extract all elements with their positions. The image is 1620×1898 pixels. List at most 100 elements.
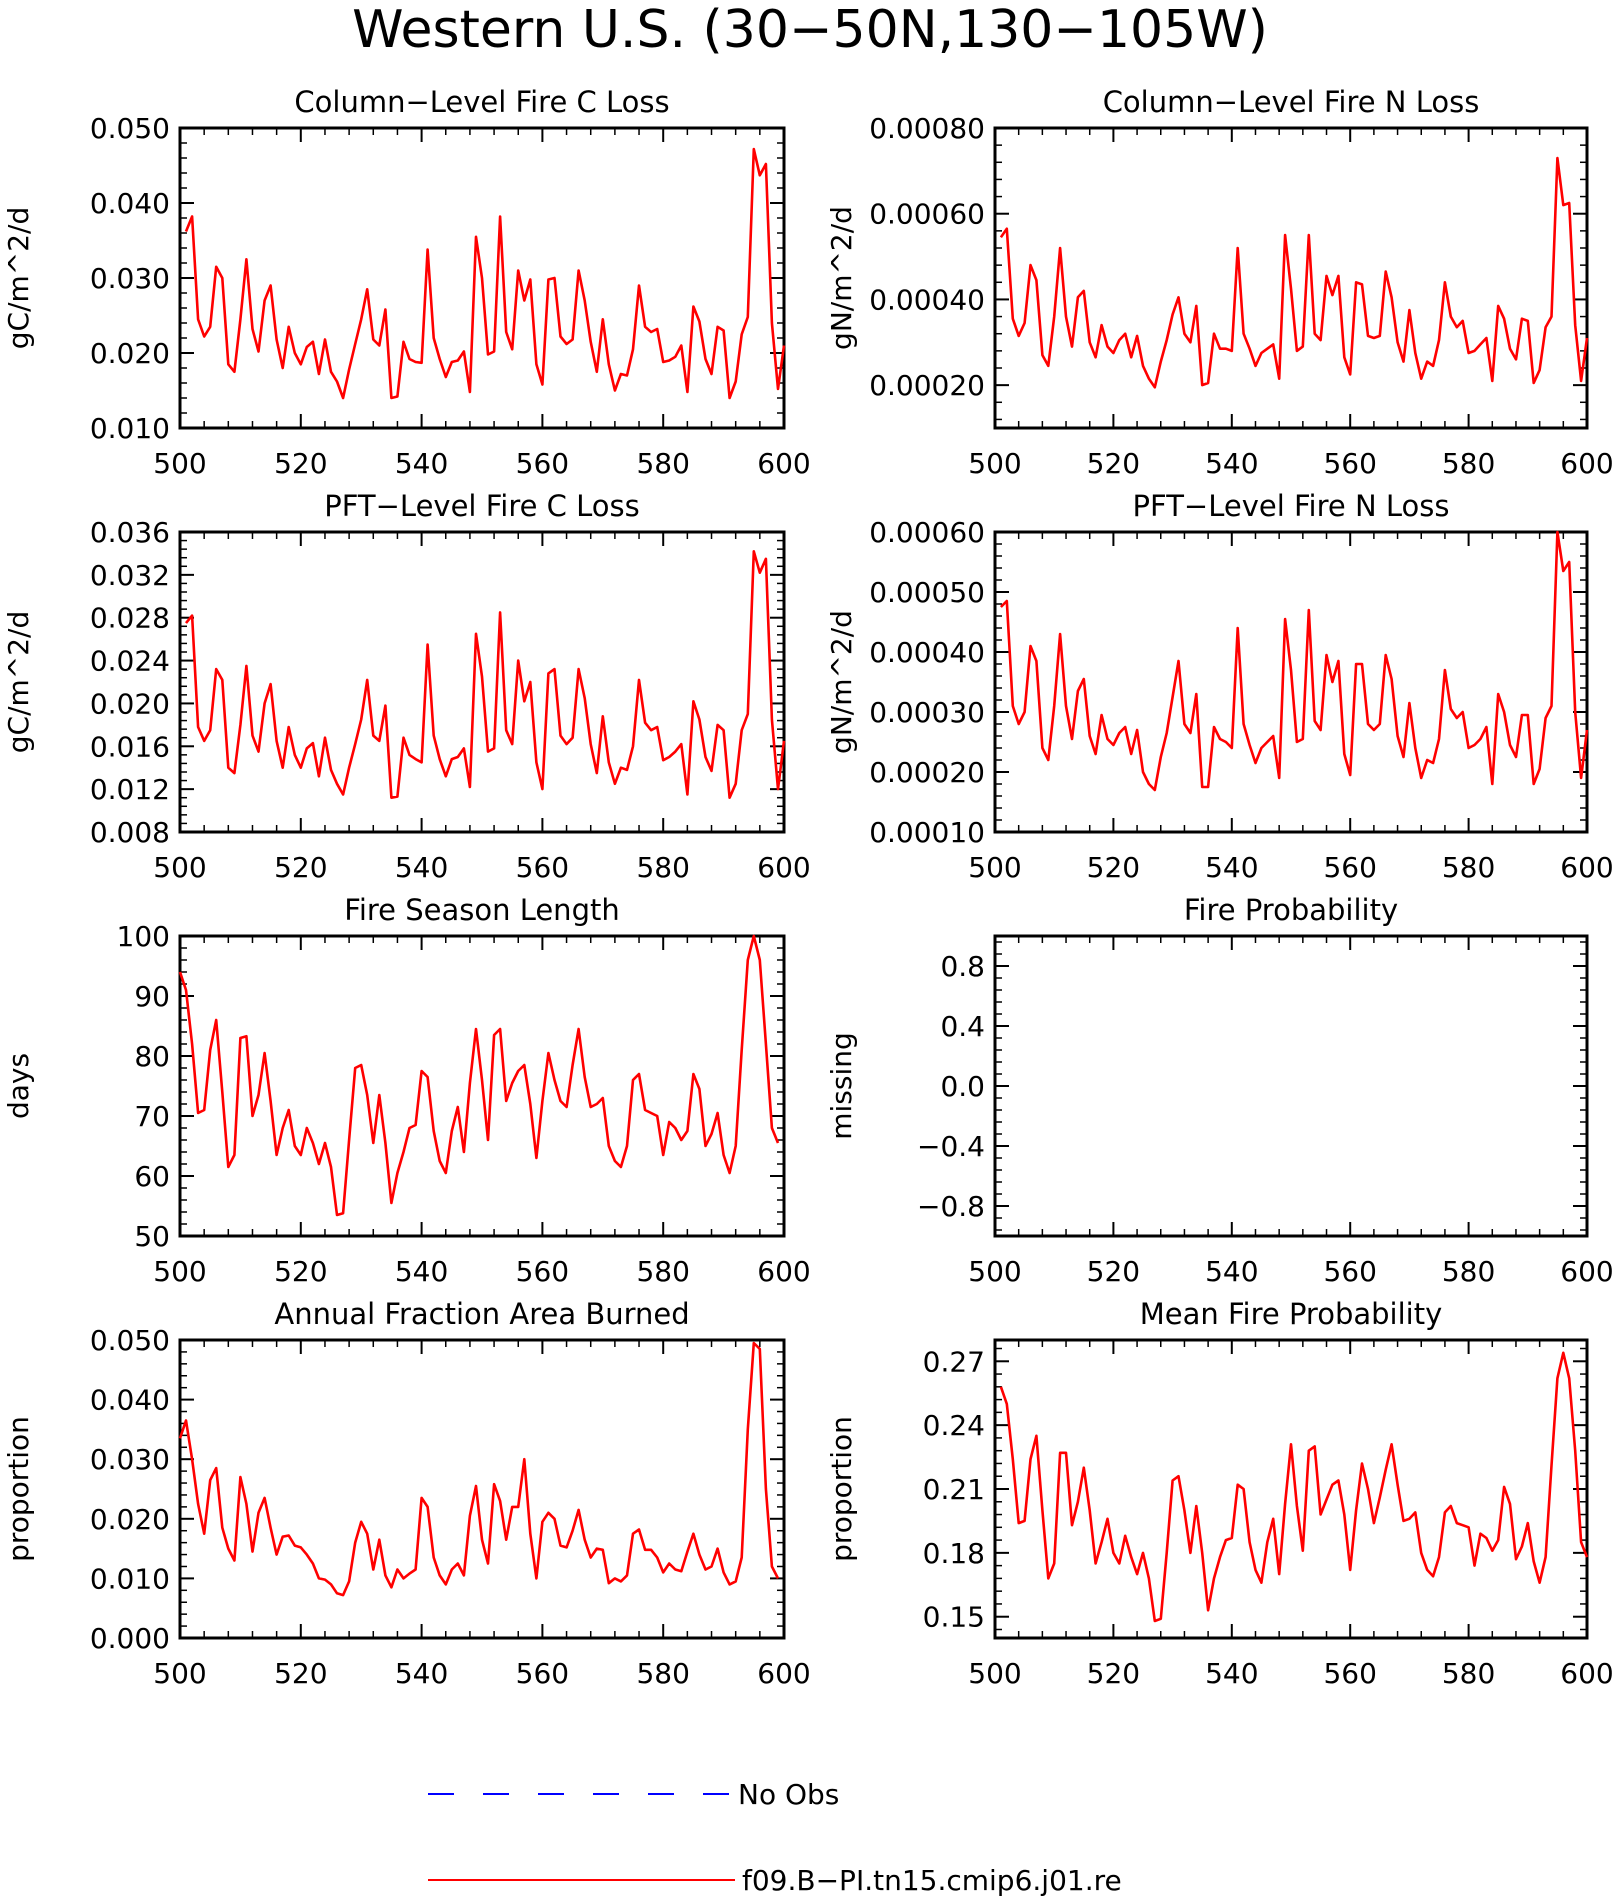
x-tick-label: 540 [395, 851, 448, 884]
legend: No Obs f09.B−PI.tn15.cmip6.j01.re [428, 1778, 1122, 1897]
x-tick-label: 500 [153, 447, 206, 480]
x-tick-label: 560 [1323, 1255, 1376, 1288]
y-tick-label: 0.036 [90, 516, 170, 549]
x-tick-label: 580 [636, 1657, 689, 1690]
series-line [999, 530, 1589, 792]
y-tick-label: 0.8 [940, 950, 985, 983]
x-tick-label: 520 [274, 851, 327, 884]
panel-title: Annual Fraction Area Burned [274, 1297, 689, 1331]
x-tick-label: 600 [757, 851, 810, 884]
plot-frame [993, 126, 1589, 430]
y-tick-label: 0.00040 [869, 283, 985, 316]
plot-frame [993, 530, 1589, 834]
y-axis-label: gN/m^2/d [825, 610, 858, 754]
y-tick-label: 0.010 [90, 412, 170, 445]
y-tick-label: 0.00060 [869, 516, 985, 549]
x-tick-label: 500 [968, 1657, 1021, 1690]
x-tick-label: 500 [968, 1255, 1021, 1288]
x-tick-label: 500 [968, 851, 1021, 884]
x-tick-label: 600 [1560, 1255, 1613, 1288]
x-tick-label: 540 [1205, 851, 1258, 884]
plot-frame [178, 1338, 786, 1640]
x-tick-label: 600 [757, 1657, 810, 1690]
x-tick-label: 580 [1442, 1657, 1495, 1690]
y-tick-label: 0.4 [940, 1010, 985, 1043]
x-tick-label: 600 [1560, 447, 1613, 480]
x-tick-label: 540 [1205, 1657, 1258, 1690]
y-tick-label: 0.020 [90, 687, 170, 720]
x-tick-label: 520 [1087, 1657, 1140, 1690]
panel-title: PFT−Level Fire N Loss [1133, 489, 1450, 523]
y-tick-label: 90 [134, 980, 170, 1013]
x-tick-label: 580 [1442, 1255, 1495, 1288]
x-tick-label: 540 [395, 447, 448, 480]
series-line [178, 934, 780, 1217]
y-tick-label: 0.00020 [869, 756, 985, 789]
y-tick-label: 0.00010 [869, 816, 985, 849]
y-tick-label: 0.040 [90, 1384, 170, 1417]
panel-0: Column−Level Fire C Loss gC/m^2/d 500 520 54… [2, 85, 811, 480]
y-axis-label: days [2, 1053, 35, 1119]
y-tick-label: 80 [134, 1040, 170, 1073]
x-tick-label: 560 [516, 447, 569, 480]
plot-frame [178, 530, 786, 834]
y-tick-label: −0.4 [917, 1130, 985, 1163]
x-tick-label: 540 [1205, 447, 1258, 480]
panel-title: PFT−Level Fire C Loss [324, 489, 640, 523]
y-tick-label: 0.00030 [869, 696, 985, 729]
panels: Column−Level Fire C Loss gC/m^2/d 500 520 54… [2, 85, 1614, 1690]
y-tick-label: 0.050 [90, 1324, 170, 1357]
x-tick-label: 500 [153, 1657, 206, 1690]
legend-label-model: f09.B−PI.tn15.cmip6.j01.re [742, 1864, 1122, 1897]
y-tick-label: 0.032 [90, 559, 170, 592]
y-axis-label: gC/m^2/d [2, 207, 35, 350]
panel-5: Fire Probability missing 500 520 540 560 580 60… [825, 893, 1614, 1288]
panel-title: Fire Season Length [344, 893, 619, 927]
y-tick-label: 0.00020 [869, 369, 985, 402]
y-tick-label: 0.028 [90, 602, 170, 635]
y-tick-label: 0.020 [90, 1503, 170, 1536]
y-tick-label: 0.000 [90, 1622, 170, 1655]
x-tick-label: 580 [636, 447, 689, 480]
y-tick-label: 0.15 [923, 1601, 985, 1634]
y-axis-label: missing [825, 1032, 858, 1140]
x-tick-label: 520 [1087, 447, 1140, 480]
series-line [999, 1351, 1589, 1623]
x-tick-label: 560 [1323, 1657, 1376, 1690]
y-tick-label: 0.00050 [869, 576, 985, 609]
x-tick-label: 580 [1442, 447, 1495, 480]
panel-1: Column−Level Fire N Loss gN/m^2/d 500 520 54… [825, 85, 1614, 480]
figure-title: Western U.S. (30−50N,130−105W) [352, 0, 1268, 60]
panel-6: Annual Fraction Area Burned proportion 500… [2, 1297, 811, 1690]
y-tick-label: 0.00040 [869, 636, 985, 669]
y-tick-label: 0.27 [923, 1345, 985, 1378]
y-tick-label: 0.0 [940, 1070, 985, 1103]
y-tick-label: 60 [134, 1160, 170, 1193]
y-tick-label: 0.024 [90, 645, 170, 678]
series-line [999, 156, 1589, 389]
x-tick-label: 560 [516, 851, 569, 884]
x-tick-label: 500 [153, 1255, 206, 1288]
panel-title: Column−Level Fire N Loss [1103, 85, 1480, 119]
panel-7: Mean Fire Probability proportion 500 520 540… [825, 1297, 1614, 1690]
plot-frame [178, 934, 786, 1238]
y-tick-label: 0.030 [90, 1443, 170, 1476]
x-tick-label: 560 [516, 1255, 569, 1288]
panel-title: Column−Level Fire C Loss [294, 85, 669, 119]
panel-3: PFT−Level Fire N Loss gN/m^2/d 500 520 540 56… [825, 489, 1614, 884]
y-tick-label: 0.050 [90, 112, 170, 145]
y-tick-label: 0.030 [90, 262, 170, 295]
panel-2: PFT−Level Fire C Loss gC/m^2/d 500 520 540 56… [2, 489, 811, 884]
y-axis-label: gC/m^2/d [2, 611, 35, 754]
y-tick-label: 0.020 [90, 337, 170, 370]
x-tick-label: 560 [1323, 851, 1376, 884]
y-tick-label: 0.010 [90, 1562, 170, 1595]
y-tick-label: 0.012 [90, 773, 170, 806]
x-tick-label: 600 [757, 447, 810, 480]
y-tick-label: 0.21 [923, 1473, 985, 1506]
series-line [184, 147, 786, 400]
panel-title: Fire Probability [1184, 893, 1398, 927]
x-tick-label: 540 [395, 1657, 448, 1690]
y-axis-label: gN/m^2/d [825, 206, 858, 350]
y-tick-label: 70 [134, 1100, 170, 1133]
